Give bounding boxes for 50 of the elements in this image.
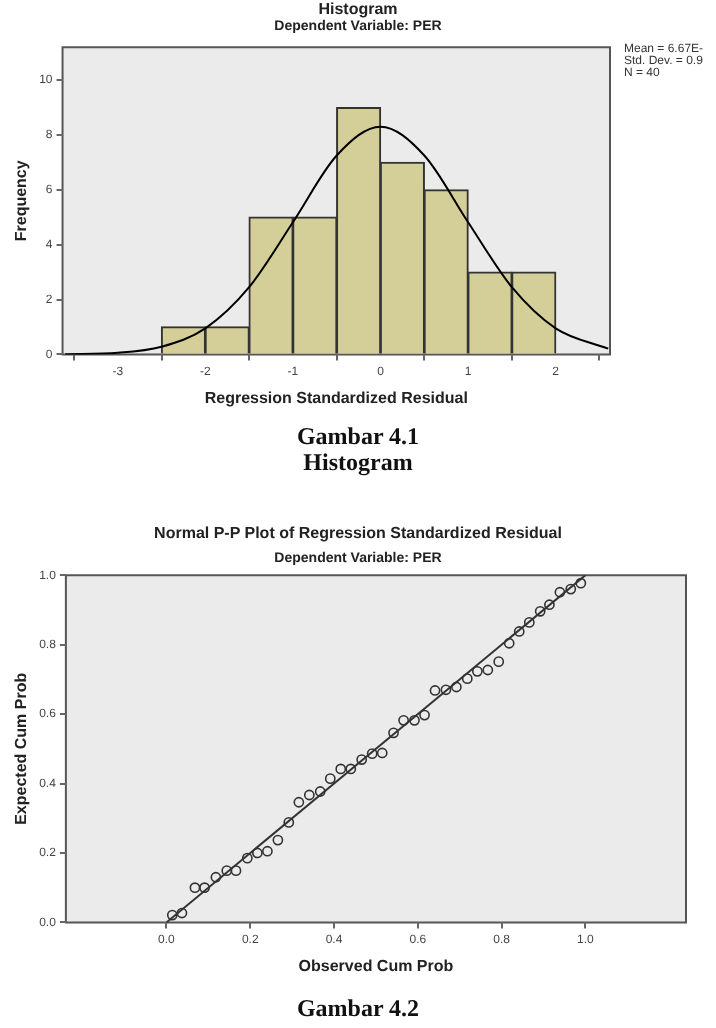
point [241, 852, 253, 864]
point [388, 727, 399, 739]
point [345, 763, 357, 775]
x-axis-title: Observed Cum Prob [298, 956, 454, 975]
point [199, 882, 210, 894]
point [210, 871, 222, 883]
text: Gambar 4.1 [294, 422, 422, 450]
point [293, 796, 305, 808]
point [493, 656, 505, 668]
point [166, 909, 178, 921]
point [440, 684, 452, 696]
point [450, 681, 462, 693]
point [461, 673, 473, 685]
text: Histogram [301, 448, 415, 476]
point [376, 747, 388, 759]
point [314, 786, 326, 797]
point [356, 754, 368, 765]
point [176, 907, 188, 919]
point [283, 817, 295, 828]
point [471, 665, 483, 677]
point [221, 865, 233, 877]
point [272, 834, 284, 846]
x-axis-title: Regression Standardized Residual [204, 388, 468, 407]
point [554, 586, 566, 598]
point [523, 617, 535, 628]
point [262, 845, 273, 857]
text: Gambar 4.2 [294, 994, 422, 1022]
point [366, 748, 378, 760]
point [230, 865, 242, 877]
point [565, 583, 577, 595]
point [575, 577, 587, 589]
point [324, 773, 336, 785]
line-series [64, 125, 610, 355]
point [303, 789, 315, 801]
point [429, 685, 441, 696]
point [409, 714, 420, 726]
point [335, 763, 347, 775]
point [398, 714, 409, 726]
point [503, 637, 515, 649]
point [419, 709, 430, 721]
chart-title: Histogram [316, 0, 400, 18]
chart-title: Normal P-P Plot of Regression Standardized Residual [152, 524, 564, 542]
y-axis-title: Frequency [12, 159, 31, 242]
y-axis-title: Expected Cum Prob [12, 672, 31, 825]
point [534, 605, 546, 617]
point [251, 847, 263, 859]
point [513, 626, 525, 637]
point [482, 664, 494, 676]
point [189, 882, 201, 894]
point [544, 599, 555, 611]
